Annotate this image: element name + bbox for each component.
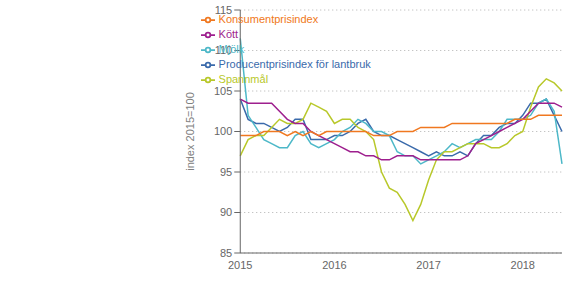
svg-text:110: 110 — [215, 44, 233, 56]
svg-text:115: 115 — [215, 4, 233, 16]
svg-text:2017: 2017 — [416, 259, 440, 271]
svg-text:2018: 2018 — [511, 259, 535, 271]
svg-text:105: 105 — [214, 85, 232, 97]
svg-text:90: 90 — [220, 206, 232, 218]
svg-text:2015: 2015 — [228, 259, 252, 271]
svg-text:100: 100 — [214, 125, 232, 137]
svg-text:85: 85 — [220, 247, 232, 259]
svg-text:95: 95 — [220, 166, 232, 178]
svg-text:index 2015=100: index 2015=100 — [184, 92, 196, 171]
svg-text:2016: 2016 — [322, 259, 346, 271]
